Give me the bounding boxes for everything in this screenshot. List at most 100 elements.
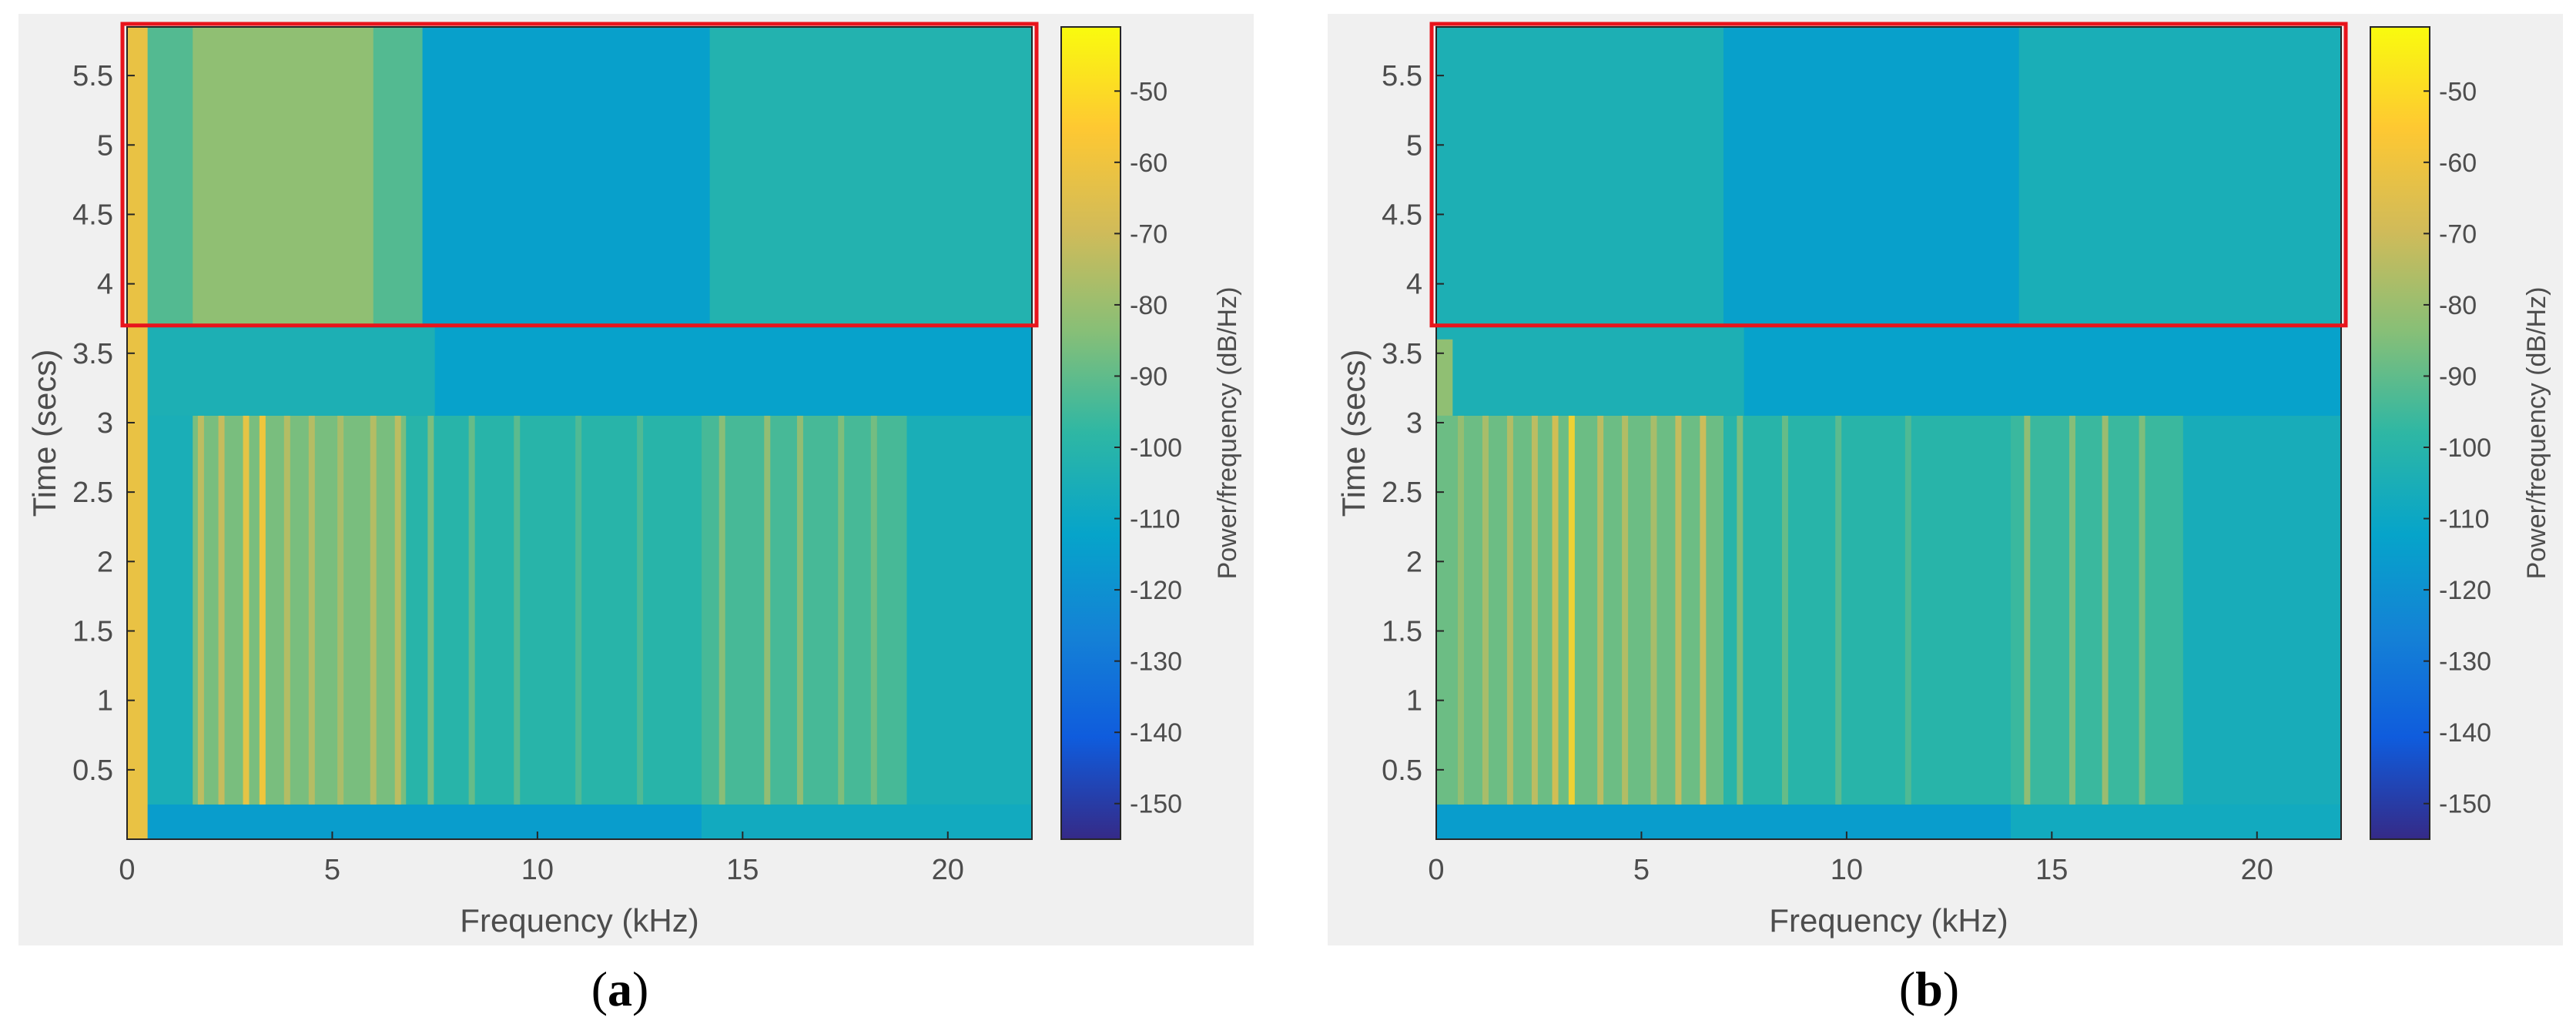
y-tick-label: 2 — [97, 546, 113, 578]
harmonic-streak — [218, 415, 225, 805]
spectrogram-region — [2011, 804, 2341, 839]
harmonic-streak — [427, 415, 434, 805]
harmonic-streak — [1622, 415, 1629, 805]
harmonic-streak — [1597, 415, 1604, 805]
colorbar-tick-label: -110 — [2439, 505, 2490, 534]
harmonic-streak — [1506, 415, 1513, 805]
y-tick-label: 0.5 — [1382, 755, 1422, 787]
harmonic-streak — [2069, 415, 2075, 805]
colorbar-tick-label: -150 — [2439, 790, 2491, 819]
colorbar-tick-label: -150 — [1130, 790, 1182, 819]
spectrogram-region — [193, 27, 374, 326]
colorbar — [1060, 26, 1121, 840]
y-tick-label: 4.5 — [1382, 199, 1422, 231]
spectrogram-region — [1436, 325, 1744, 416]
harmonic-streak — [1457, 415, 1464, 805]
y-tick-label: 4 — [97, 269, 113, 301]
spectrogram-region — [406, 415, 702, 805]
harmonic-streak — [1835, 415, 1842, 805]
spectrogram-region — [709, 27, 1032, 326]
spectrogram-chart-b: 0 5 10 15 20 0.5 1 1.5 2 2.5 3 3.5 4 4.5 5 5.5 Frequency… — [1335, 22, 2551, 939]
colorbar — [2370, 26, 2430, 840]
spectrogram-region — [1436, 27, 1724, 326]
y-tick-label: 5.5 — [1382, 60, 1422, 92]
colorbar-tick-label: -60 — [1130, 149, 1167, 178]
y-tick-label: 3 — [1406, 407, 1422, 440]
y-axis-label: Time (secs) — [1335, 350, 1372, 517]
y-tick-label: 3.5 — [1382, 338, 1422, 370]
harmonic-streak — [1568, 415, 1575, 805]
plot-frame — [1435, 26, 2342, 840]
y-tick-label: 5 — [97, 129, 113, 162]
harmonic-streak — [1482, 415, 1489, 805]
colorbar-tick-label: -90 — [2439, 362, 2477, 391]
harmonic-streak — [394, 415, 401, 805]
panel-caption-b: (b) — [1898, 962, 1960, 1016]
spectrogram-image — [1436, 27, 2341, 839]
harmonic-streak — [1781, 415, 1788, 805]
colorbar-tick-label: -60 — [2439, 149, 2477, 178]
spectrogram-region — [127, 804, 702, 839]
harmonic-streak — [370, 415, 377, 805]
x-tick-label: 20 — [932, 854, 964, 886]
harmonic-streak — [1531, 415, 1538, 805]
panel-caption-a: (a) — [591, 962, 649, 1016]
y-tick-label: 4 — [1406, 269, 1422, 301]
spectrogram-region — [1436, 804, 2012, 839]
harmonic-streak — [1737, 415, 1744, 805]
x-tick-label: 10 — [1831, 854, 1863, 886]
colorbar-tick-label: -90 — [1130, 362, 1167, 391]
y-axis-label: Time (secs) — [26, 350, 62, 517]
spectrogram-region — [1723, 415, 2012, 805]
harmonic-streak — [197, 415, 204, 805]
colorbar-tick-label: -140 — [2439, 718, 2491, 748]
x-tick-label: 0 — [1428, 854, 1444, 886]
spectrogram-region — [702, 804, 1032, 839]
highlight-box — [1429, 22, 2348, 328]
y-tick-label: 1.5 — [1382, 615, 1422, 648]
spectrogram-image — [127, 27, 1032, 839]
colorbar-tick-label: -70 — [1130, 219, 1167, 249]
colorbar-tick-label: -120 — [1130, 576, 1182, 605]
spectrogram-region — [1723, 27, 2019, 326]
harmonic-streak — [870, 415, 877, 805]
colorbar-tick-label: -80 — [2439, 291, 2477, 320]
colorbar-tick-label: -70 — [2439, 219, 2477, 249]
spectrogram-region — [127, 325, 435, 416]
x-axis-label: Frequency (kHz) — [460, 902, 698, 939]
harmonic-streak — [1650, 415, 1657, 805]
colorbar-tick-label: -120 — [2439, 576, 2491, 605]
x-tick-label: 15 — [726, 854, 759, 886]
harmonic-streak — [1552, 415, 1559, 805]
spectrogram-region — [2011, 415, 2183, 805]
harmonic-streak — [575, 415, 582, 805]
colorbar-tick-label: -110 — [1130, 505, 1181, 534]
spectrogram-panel-a: 0 5 10 15 20 0.5 1 1.5 2 2.5 3 3.5 4 4.5 5 5.5 Frequency… — [0, 0, 1263, 1034]
colorbar-tick-label: -50 — [2439, 77, 2477, 106]
spectrogram-region — [422, 27, 710, 326]
harmonic-streak — [764, 415, 771, 805]
harmonic-streak — [2102, 415, 2109, 805]
colorbar-tick-label: -100 — [2439, 433, 2491, 463]
spectrogram-chart-a: 0 5 10 15 20 0.5 1 1.5 2 2.5 3 3.5 4 4.5 5 5.5 Frequency… — [26, 22, 1242, 939]
harmonic-streak — [637, 415, 644, 805]
harmonic-streak — [308, 415, 315, 805]
spectrogram-region — [2018, 27, 2341, 326]
spectrogram-region — [1436, 339, 1453, 416]
y-tick-label: 2.5 — [72, 477, 113, 509]
spectrogram-region — [1744, 325, 2341, 416]
spectrogram-region — [434, 325, 1032, 416]
x-axis-label: Frequency (kHz) — [1769, 902, 2008, 939]
colorbar-label: Power/frequency (dB/Hz) — [2522, 287, 2551, 580]
harmonic-streak — [2139, 415, 2146, 805]
x-tick-label: 5 — [1633, 854, 1650, 886]
y-tick-label: 1.5 — [72, 615, 113, 648]
y-tick-label: 1 — [1406, 685, 1422, 718]
harmonic-streak — [259, 415, 266, 805]
colorbar-tick-label: -80 — [1130, 291, 1167, 320]
harmonic-streak — [719, 415, 725, 805]
y-tick-label: 3 — [97, 407, 113, 440]
plot-frame — [126, 26, 1033, 840]
y-tick-label: 3.5 — [72, 338, 113, 370]
spectrogram-panel-b: 0 5 10 15 20 0.5 1 1.5 2 2.5 3 3.5 4 4.5 5 5.5 Frequency… — [1309, 0, 2572, 1034]
